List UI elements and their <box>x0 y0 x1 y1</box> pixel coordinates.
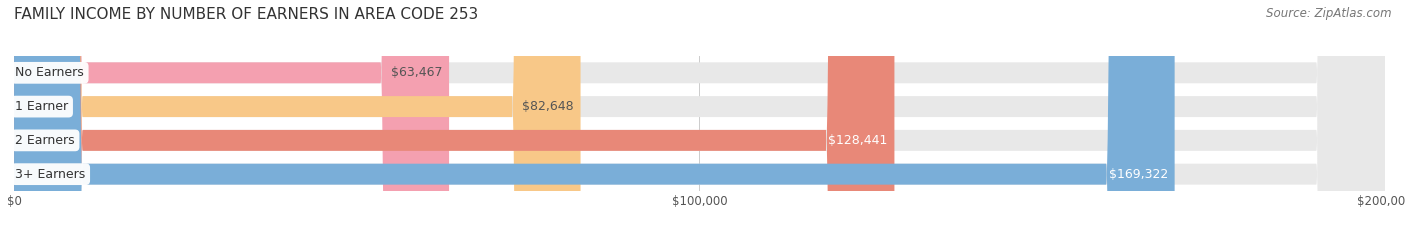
Text: $128,441: $128,441 <box>828 134 887 147</box>
Text: $82,648: $82,648 <box>522 100 574 113</box>
Text: Source: ZipAtlas.com: Source: ZipAtlas.com <box>1267 7 1392 20</box>
Text: FAMILY INCOME BY NUMBER OF EARNERS IN AREA CODE 253: FAMILY INCOME BY NUMBER OF EARNERS IN AR… <box>14 7 478 22</box>
FancyBboxPatch shape <box>14 0 1174 233</box>
Text: 1 Earner: 1 Earner <box>15 100 69 113</box>
FancyBboxPatch shape <box>14 0 894 233</box>
FancyBboxPatch shape <box>14 0 1385 233</box>
Text: 2 Earners: 2 Earners <box>15 134 75 147</box>
FancyBboxPatch shape <box>14 0 449 233</box>
FancyBboxPatch shape <box>14 0 1385 233</box>
FancyBboxPatch shape <box>14 0 1385 233</box>
Text: 3+ Earners: 3+ Earners <box>15 168 86 181</box>
FancyBboxPatch shape <box>14 0 581 233</box>
Text: $63,467: $63,467 <box>391 66 443 79</box>
Text: No Earners: No Earners <box>15 66 84 79</box>
Text: $169,322: $169,322 <box>1108 168 1168 181</box>
FancyBboxPatch shape <box>14 0 1385 233</box>
